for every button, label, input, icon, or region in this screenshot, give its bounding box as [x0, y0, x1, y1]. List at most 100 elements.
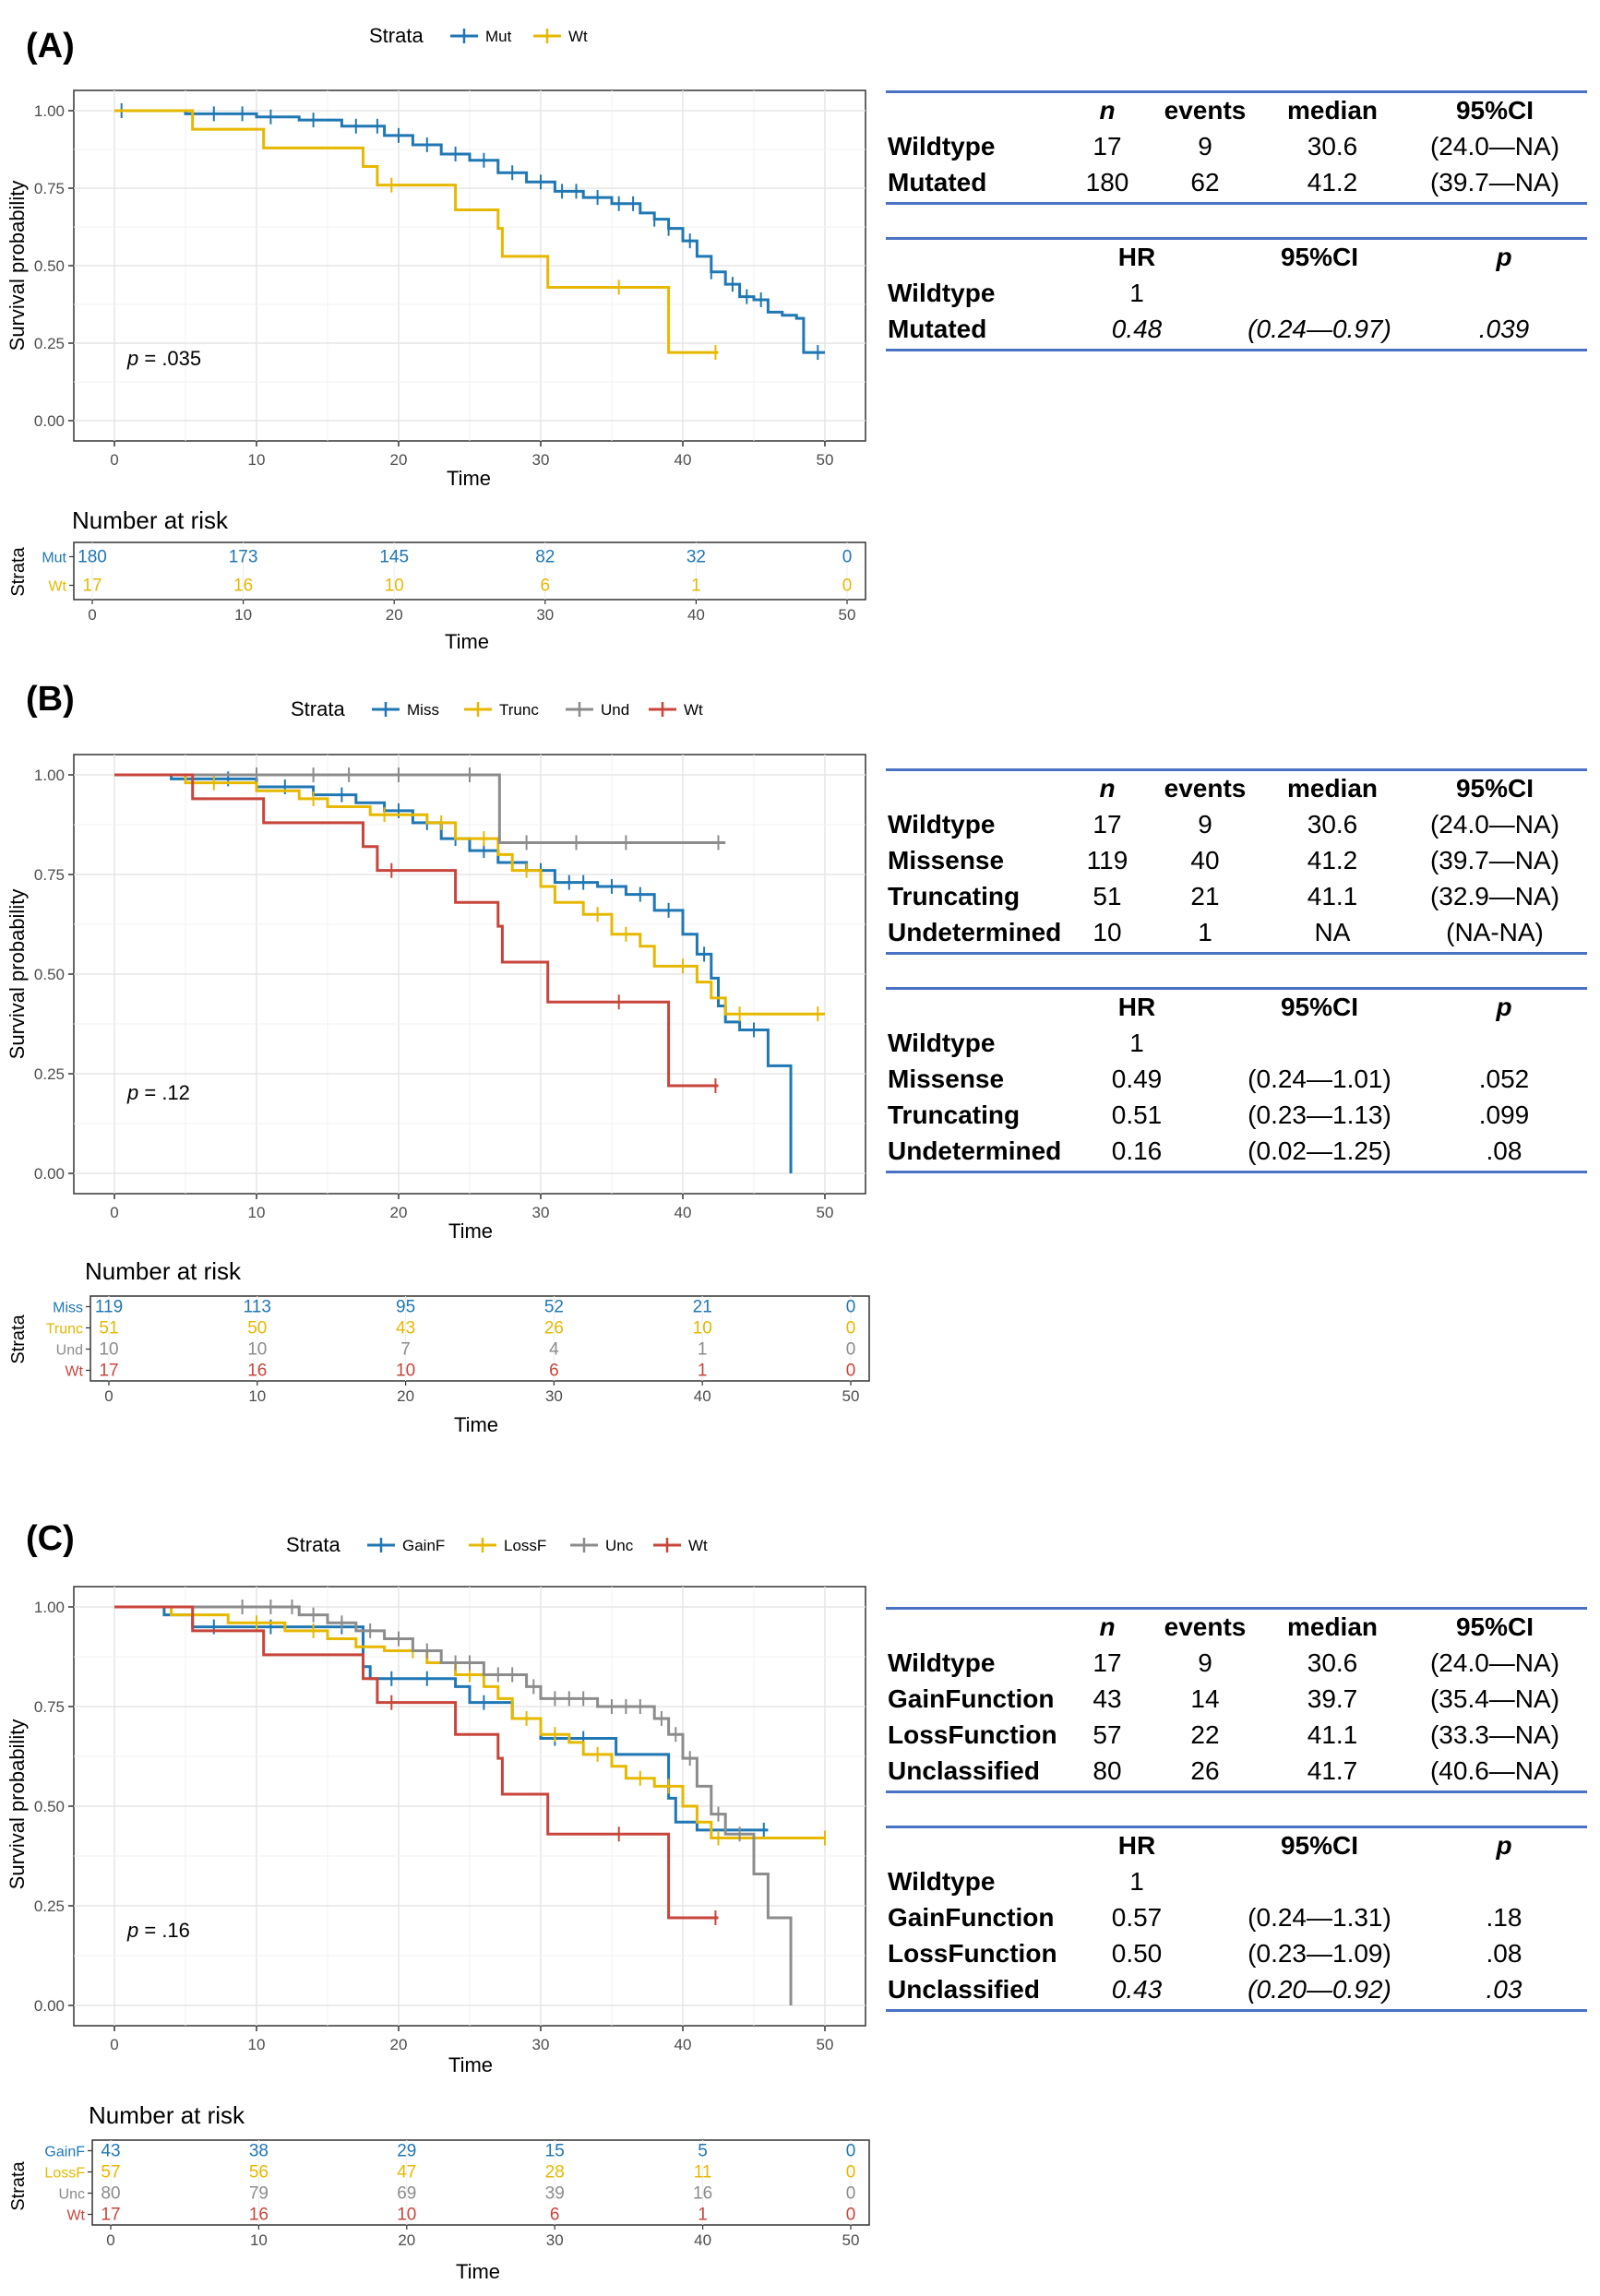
y-tick-label: 0.50: [34, 1798, 65, 1815]
median-table-header: 95%CI: [1455, 1612, 1534, 1641]
table-rule: [886, 1171, 1587, 1173]
risk-row-label: Wt: [66, 2208, 85, 2224]
y-axis-title: Survival probability: [6, 1719, 29, 1890]
median-table-header: n: [1099, 96, 1116, 125]
risk-x-tick-label: 0: [106, 2231, 114, 2249]
risk-count: 52: [544, 1298, 564, 1317]
risk-x-tick-label: 20: [398, 2231, 415, 2249]
x-tick-label: 10: [248, 1204, 266, 1221]
panel-1: (B) Strata Miss Trunc Und Wt0 10 20 30 40 500.000.…: [6, 680, 870, 1436]
risk-row-label: Mut: [42, 551, 66, 566]
median-table-cell: (24.0—NA): [1429, 132, 1560, 161]
risk-count: 145: [379, 548, 409, 567]
x-tick-label: 50: [817, 2036, 834, 2053]
median-table-cell: 41.7: [1307, 1756, 1358, 1785]
hr-table-cell: 0.50: [1111, 1939, 1163, 1968]
y-tick-label: 1.00: [34, 1599, 65, 1616]
median-table-header: median: [1286, 774, 1379, 803]
legend-item-label: Trunc: [499, 701, 539, 719]
median-table-cell: 41.2: [1307, 846, 1358, 874]
hr-table-row-label: Missense: [888, 1065, 1005, 1093]
median-table-header: events: [1164, 1612, 1247, 1641]
risk-count: 5: [698, 2142, 708, 2161]
median-table-cell: 9: [1198, 1648, 1212, 1677]
risk-x-tick-label: 20: [386, 606, 403, 624]
hr-table-header: HR: [1117, 243, 1156, 271]
median-table-cell: 119: [1086, 846, 1128, 874]
risk-count: 1: [698, 2206, 708, 2225]
median-table-cell: 17: [1093, 132, 1122, 161]
hr-table-row-label: GainFunction: [888, 1903, 1055, 1932]
risk-x-tick-label: 10: [250, 2231, 268, 2249]
median-table-cell: 21: [1190, 882, 1220, 910]
legend-item-label: LossF: [504, 1537, 546, 1554]
median-table-cell: 10: [1093, 918, 1122, 946]
hr-table-header: HR: [1117, 1831, 1156, 1860]
risk-table-frame: [90, 1295, 870, 1382]
risk-count: 0: [846, 2142, 856, 2161]
risk-count: 6: [549, 1362, 559, 1381]
x-tick-label: 20: [390, 1204, 408, 1221]
median-table-cell: 43: [1093, 1684, 1122, 1713]
table-rule: [886, 90, 1587, 93]
hr-table-cell: .03: [1486, 1975, 1522, 2004]
median-table-cell: (35.4—NA): [1429, 1684, 1560, 1713]
median-table-cell: 39.7: [1307, 1684, 1358, 1713]
risk-table-frame: [73, 541, 866, 601]
x-tick-label: 0: [110, 2036, 118, 2053]
risk-count: 4: [549, 1340, 559, 1360]
hr-table-cell: (0.24—1.31): [1248, 1903, 1391, 1932]
hr-table-cell: (0.24—1.01): [1248, 1065, 1391, 1093]
risk-x-tick-label: 10: [234, 606, 252, 624]
median-table-row-label: Truncating: [888, 882, 1021, 910]
median-table-row-label: Missense: [888, 846, 1005, 874]
risk-count: 1: [698, 1340, 708, 1360]
legend-item-label: Wt: [568, 28, 588, 45]
legend-item-label: Unc: [605, 1537, 634, 1554]
risk-count: 7: [400, 1340, 411, 1360]
x-tick-label: 40: [675, 451, 692, 469]
median-table-header: n: [1099, 774, 1116, 803]
y-tick-label: 0.25: [34, 1065, 65, 1083]
survival-curve-wt: [114, 1605, 719, 1920]
panel-label: (B): [26, 680, 75, 719]
risk-count: 0: [846, 1319, 856, 1338]
risk-y-axis-title: Strata: [8, 546, 29, 596]
p-value-text: = .16: [138, 1919, 190, 1942]
hr-table-row-label: Mutated: [888, 315, 987, 343]
x-tick-label: 40: [675, 2036, 692, 2053]
hr-table-cell: .08: [1486, 1939, 1522, 1968]
hr-table-row-label: Truncating: [888, 1100, 1021, 1129]
risk-count: 57: [101, 2163, 120, 2183]
legend-title: Strata: [369, 24, 424, 47]
median-table-cell: 57: [1093, 1720, 1122, 1749]
table-rule: [886, 349, 1587, 351]
risk-x-tick-label: 30: [545, 1387, 563, 1405]
hr-table-cell: (0.23—1.09): [1248, 1939, 1391, 1968]
survival-curve-und: [114, 773, 726, 844]
risk-count: 0: [846, 2206, 856, 2225]
risk-count: 1: [698, 1362, 708, 1381]
median-table-cell: 51: [1093, 882, 1122, 910]
risk-count: 47: [397, 2163, 416, 2183]
y-tick-label: 0.25: [34, 1897, 65, 1915]
x-tick-label: 50: [817, 1204, 834, 1221]
risk-row-label: LossF: [44, 2166, 85, 2182]
hr-table-header: 95%CI: [1280, 243, 1359, 271]
median-table-cell: 30.6: [1307, 810, 1358, 839]
median-table-cell: NA: [1314, 918, 1351, 946]
median-table-header: median: [1286, 1612, 1379, 1641]
risk-count: 50: [247, 1319, 267, 1338]
legend: Strata GainF LossF Unc Wt: [286, 1533, 708, 1556]
x-tick-label: 30: [532, 451, 550, 469]
legend-title: Strata: [286, 1533, 340, 1556]
risk-row-label: GainF: [44, 2145, 85, 2160]
p-value-text: = .035: [138, 347, 201, 370]
median-table-cell: 80: [1093, 1756, 1122, 1785]
risk-x-tick-label: 0: [88, 606, 96, 624]
median-table-cell: 41.2: [1307, 168, 1358, 196]
median-table-cell: 40: [1190, 846, 1220, 874]
risk-count: 32: [687, 548, 706, 567]
risk-table-title: Number at risk: [85, 1257, 242, 1285]
